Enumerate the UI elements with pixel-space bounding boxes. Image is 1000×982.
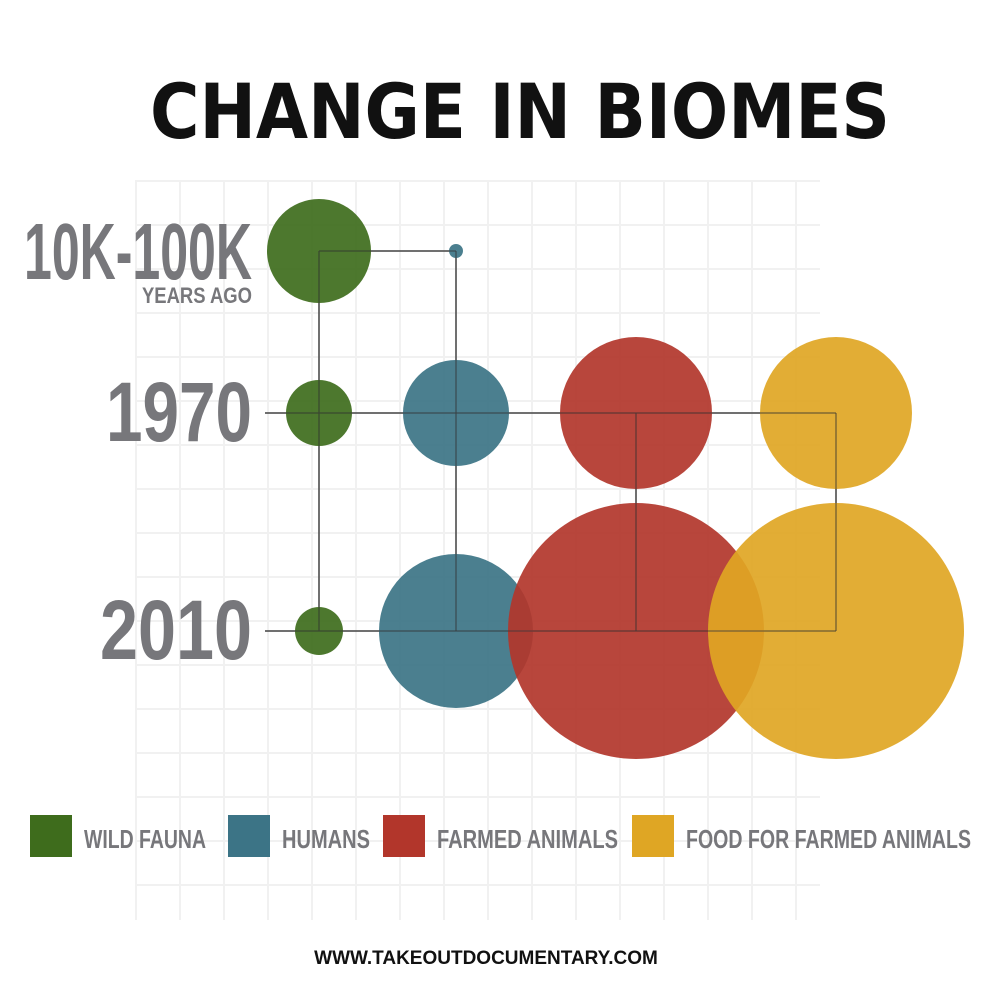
legend-swatch	[30, 815, 72, 857]
row-label: 10K-100K	[24, 207, 252, 296]
legend-label: FOOD FOR FARMED ANIMALS	[686, 824, 971, 854]
source: WWW.TAKEOUTDOCUMENTARY.COM	[314, 948, 658, 969]
chart-title: CHANGE IN BIOMES	[150, 67, 890, 156]
legend-label: FARMED ANIMALS	[437, 824, 618, 854]
legend-label: WILD FAUNA	[84, 824, 206, 854]
row-label: 1970	[106, 365, 252, 459]
legend-swatch	[383, 815, 425, 857]
labels: 10K-100K 1970 2010 YEARS AGO WILD FAUNA HUMAN…	[24, 207, 971, 857]
legend-swatch	[228, 815, 270, 857]
row-sublabel: YEARS AGO	[142, 283, 252, 308]
legend-swatch	[632, 815, 674, 857]
bubbles	[265, 199, 964, 759]
row-label: 2010	[100, 583, 252, 677]
legend-label: HUMANS	[282, 824, 370, 854]
